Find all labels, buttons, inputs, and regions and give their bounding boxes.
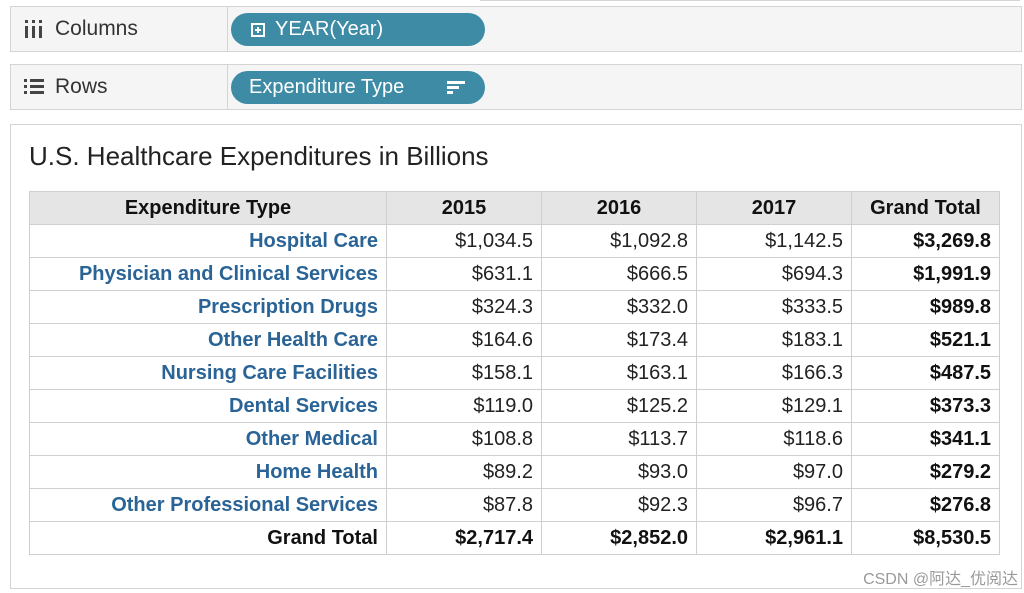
year-pill[interactable]: YEAR(Year)	[231, 13, 485, 46]
cell-2017[interactable]: $96.7	[696, 488, 852, 522]
cell-2016[interactable]: $1,092.8	[541, 224, 697, 258]
grand-total-2017[interactable]: $2,961.1	[696, 521, 852, 555]
expenditure-type-pill[interactable]: Expenditure Type	[231, 71, 485, 104]
cell-2017[interactable]: $183.1	[696, 323, 852, 357]
row-label[interactable]: Dental Services	[29, 389, 387, 423]
cell-2016[interactable]: $93.0	[541, 455, 697, 489]
header-grand-total[interactable]: Grand Total	[851, 191, 1000, 225]
cell-2016[interactable]: $125.2	[541, 389, 697, 423]
grand-total-row: Grand Total $2,717.4 $2,852.0 $2,961.1 $…	[29, 521, 1000, 555]
cell-row-total[interactable]: $989.8	[851, 290, 1000, 324]
cell-2015[interactable]: $1,034.5	[386, 224, 542, 258]
header-row: Expenditure Type 2015 2016 2017 Grand To…	[29, 191, 1000, 225]
columns-shelf[interactable]: Columns YEAR(Year)	[10, 6, 1022, 52]
cell-2016[interactable]: $163.1	[541, 356, 697, 390]
table-row: Home Health $89.2 $93.0 $97.0 $279.2	[29, 455, 1000, 489]
cell-2015[interactable]: $119.0	[386, 389, 542, 423]
table-row: Hospital Care $1,034.5 $1,092.8 $1,142.5…	[29, 224, 1000, 258]
expenditure-type-pill-text: Expenditure Type	[249, 76, 405, 98]
cell-2015[interactable]: $631.1	[386, 257, 542, 291]
table-row: Prescription Drugs $324.3 $332.0 $333.5 …	[29, 290, 1000, 324]
worksheet-title: U.S. Healthcare Expenditures in Billions	[29, 141, 489, 171]
table-row: Dental Services $119.0 $125.2 $129.1 $37…	[29, 389, 1000, 423]
row-label[interactable]: Other Professional Services	[29, 488, 387, 522]
cell-row-total[interactable]: $1,991.9	[851, 257, 1000, 291]
rows-shelf[interactable]: Rows Expenditure Type	[10, 64, 1022, 110]
table-row: Other Health Care $164.6 $173.4 $183.1 $…	[29, 323, 1000, 357]
cell-row-total[interactable]: $276.8	[851, 488, 1000, 522]
grand-total-overall[interactable]: $8,530.5	[851, 521, 1000, 555]
cell-2016[interactable]: $92.3	[541, 488, 697, 522]
header-2017[interactable]: 2017	[696, 191, 852, 225]
cell-2017[interactable]: $118.6	[696, 422, 852, 456]
cell-2016[interactable]: $173.4	[541, 323, 697, 357]
cell-row-total[interactable]: $279.2	[851, 455, 1000, 489]
cell-2015[interactable]: $324.3	[386, 290, 542, 324]
row-label[interactable]: Nursing Care Facilities	[29, 356, 387, 390]
rows-shelf-label: Rows	[11, 65, 228, 109]
row-label[interactable]: Prescription Drugs	[29, 290, 387, 324]
crosstab-table: Expenditure Type 2015 2016 2017 Grand To…	[29, 191, 1000, 555]
grand-total-2016[interactable]: $2,852.0	[541, 521, 697, 555]
row-label[interactable]: Hospital Care	[29, 224, 387, 258]
sort-descending-icon[interactable]	[447, 81, 465, 95]
watermark: CSDN @阿达_优阅达	[863, 571, 1018, 588]
cell-row-total[interactable]: $373.3	[851, 389, 1000, 423]
rows-label-text: Rows	[55, 75, 108, 98]
row-label[interactable]: Other Medical	[29, 422, 387, 456]
row-label[interactable]: Other Health Care	[29, 323, 387, 357]
cell-2017[interactable]: $333.5	[696, 290, 852, 324]
grand-total-label[interactable]: Grand Total	[29, 521, 387, 555]
cell-row-total[interactable]: $341.1	[851, 422, 1000, 456]
header-2016[interactable]: 2016	[541, 191, 697, 225]
cell-2017[interactable]: $97.0	[696, 455, 852, 489]
cell-2015[interactable]: $89.2	[386, 455, 542, 489]
row-label[interactable]: Home Health	[29, 455, 387, 489]
grand-total-2015[interactable]: $2,717.4	[386, 521, 542, 555]
cell-2015[interactable]: $158.1	[386, 356, 542, 390]
cell-2017[interactable]: $129.1	[696, 389, 852, 423]
cell-2017[interactable]: $166.3	[696, 356, 852, 390]
cell-2015[interactable]: $108.8	[386, 422, 542, 456]
expand-plus-icon[interactable]	[251, 22, 265, 37]
table-row: Other Medical $108.8 $113.7 $118.6 $341.…	[29, 422, 1000, 456]
cell-2017[interactable]: $1,142.5	[696, 224, 852, 258]
top-divider	[480, 0, 1020, 5]
table-row: Physician and Clinical Services $631.1 $…	[29, 257, 1000, 291]
cell-2016[interactable]: $113.7	[541, 422, 697, 456]
cell-2017[interactable]: $694.3	[696, 257, 852, 291]
table-row: Other Professional Services $87.8 $92.3 …	[29, 488, 1000, 522]
worksheet-view: U.S. Healthcare Expenditures in Billions…	[10, 124, 1022, 589]
cell-2015[interactable]: $87.8	[386, 488, 542, 522]
cell-2016[interactable]: $666.5	[541, 257, 697, 291]
cell-row-total[interactable]: $521.1	[851, 323, 1000, 357]
rows-icon	[23, 76, 45, 98]
cell-2016[interactable]: $332.0	[541, 290, 697, 324]
row-label[interactable]: Physician and Clinical Services	[29, 257, 387, 291]
cell-2015[interactable]: $164.6	[386, 323, 542, 357]
columns-icon	[23, 18, 45, 40]
header-2015[interactable]: 2015	[386, 191, 542, 225]
cell-row-total[interactable]: $3,269.8	[851, 224, 1000, 258]
header-expenditure-type[interactable]: Expenditure Type	[29, 191, 387, 225]
year-pill-text: YEAR(Year)	[275, 18, 384, 40]
columns-label-text: Columns	[55, 17, 138, 40]
columns-shelf-label: Columns	[11, 7, 228, 51]
table-row: Nursing Care Facilities $158.1 $163.1 $1…	[29, 356, 1000, 390]
cell-row-total[interactable]: $487.5	[851, 356, 1000, 390]
